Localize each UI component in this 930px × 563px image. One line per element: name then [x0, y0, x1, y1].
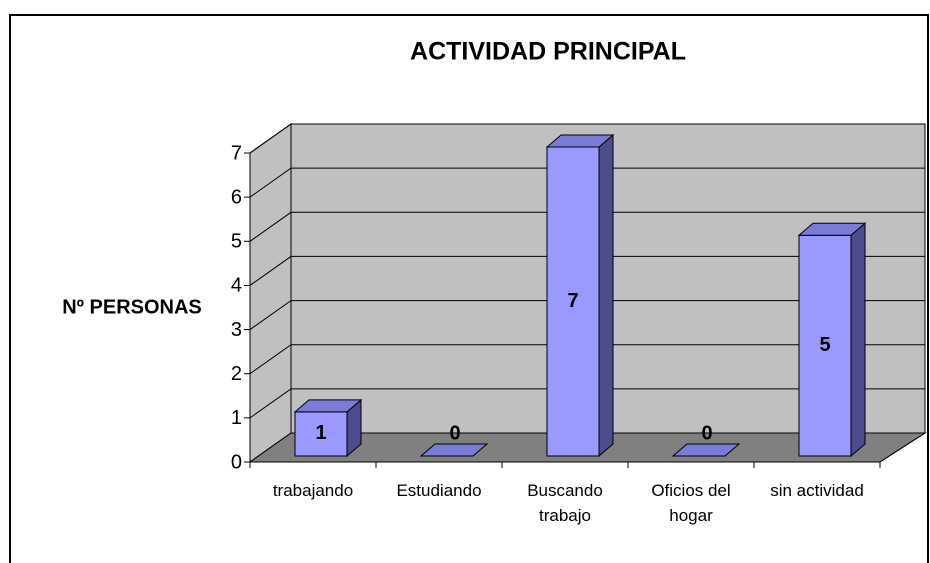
bar-top [419, 443, 489, 457]
value-label: 0 [449, 422, 460, 444]
bar-front [294, 411, 348, 457]
bar [545, 133, 615, 458]
frame [9, 14, 929, 563]
x-tick-label: Estudiando [396, 481, 482, 500]
x-tick-label: sin actividad [770, 481, 864, 500]
grid-line [249, 388, 925, 419]
bar [419, 443, 489, 457]
x-tick-label: trabajando [272, 481, 354, 500]
grid-line [249, 167, 925, 198]
bar [797, 222, 867, 458]
bar-front [546, 146, 600, 457]
y-axis-label: Nº PERSONAS [62, 296, 202, 318]
y-tick-label: 0 [231, 451, 242, 473]
bar-top [797, 222, 867, 236]
value-label: 1 [315, 422, 326, 444]
bar-top [671, 443, 741, 457]
grid-line [249, 300, 925, 330]
bar-side [598, 133, 614, 458]
value-label: 5 [819, 334, 830, 356]
y-tick-label: 1 [231, 407, 242, 429]
bar-top [293, 399, 363, 413]
grid-line [249, 255, 925, 286]
value-label: 0 [701, 422, 712, 444]
y-tick-label: 7 [231, 142, 242, 164]
bar [671, 443, 741, 457]
x-tick-label: Oficios del hogar [651, 481, 731, 525]
bar-side [850, 222, 866, 458]
y-tick-label: 5 [231, 231, 242, 253]
y-tick-label: 4 [231, 275, 242, 297]
y-tick-label: 2 [231, 363, 242, 385]
grid-line [249, 123, 925, 154]
value-label: 7 [567, 290, 578, 312]
y-tick-label: 6 [231, 186, 242, 208]
grid-line [249, 344, 925, 375]
x-tick-label: Buscando trabajo [527, 481, 603, 525]
y-tick-label: 3 [231, 319, 242, 341]
side-wall [249, 123, 292, 463]
bar-top [545, 134, 615, 148]
x-axis-end [879, 432, 926, 463]
grid-line [249, 211, 925, 242]
chart-title: ACTIVIDAD PRINCIPAL [410, 38, 686, 66]
bar [293, 398, 363, 458]
